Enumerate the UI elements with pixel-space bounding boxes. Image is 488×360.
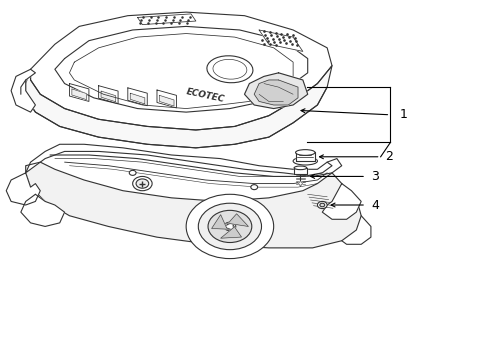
Ellipse shape [292, 157, 317, 165]
Polygon shape [6, 173, 40, 205]
Circle shape [198, 203, 261, 249]
Ellipse shape [212, 59, 246, 79]
Polygon shape [72, 89, 86, 100]
Polygon shape [26, 66, 331, 148]
Polygon shape [211, 215, 230, 229]
Polygon shape [259, 30, 302, 51]
Polygon shape [293, 168, 306, 174]
Polygon shape [244, 73, 307, 109]
Ellipse shape [206, 56, 252, 83]
Ellipse shape [295, 150, 314, 156]
Polygon shape [11, 69, 35, 112]
Text: 3: 3 [370, 170, 378, 183]
Circle shape [132, 176, 152, 191]
Polygon shape [157, 90, 176, 108]
Polygon shape [226, 214, 248, 226]
Polygon shape [254, 80, 297, 105]
Circle shape [317, 202, 326, 208]
Polygon shape [130, 93, 144, 104]
Text: 1: 1 [399, 108, 407, 121]
Polygon shape [30, 12, 331, 130]
Polygon shape [101, 91, 116, 102]
Polygon shape [137, 14, 196, 24]
Text: 4: 4 [370, 198, 378, 212]
Polygon shape [69, 84, 89, 102]
Circle shape [129, 170, 136, 175]
Circle shape [250, 185, 257, 190]
Polygon shape [295, 153, 314, 161]
Polygon shape [69, 33, 292, 109]
Polygon shape [21, 194, 64, 226]
Text: 2: 2 [385, 150, 392, 163]
Circle shape [136, 179, 148, 188]
Polygon shape [159, 95, 174, 106]
Polygon shape [26, 144, 341, 176]
Polygon shape [127, 88, 147, 106]
Circle shape [319, 203, 324, 207]
Circle shape [207, 210, 251, 243]
Ellipse shape [293, 166, 306, 170]
Circle shape [186, 194, 273, 258]
Text: ECOTEC: ECOTEC [185, 87, 225, 104]
Polygon shape [99, 86, 118, 104]
Circle shape [224, 222, 235, 231]
Polygon shape [26, 162, 361, 248]
Polygon shape [55, 26, 307, 112]
Polygon shape [220, 225, 241, 238]
Polygon shape [322, 184, 361, 219]
